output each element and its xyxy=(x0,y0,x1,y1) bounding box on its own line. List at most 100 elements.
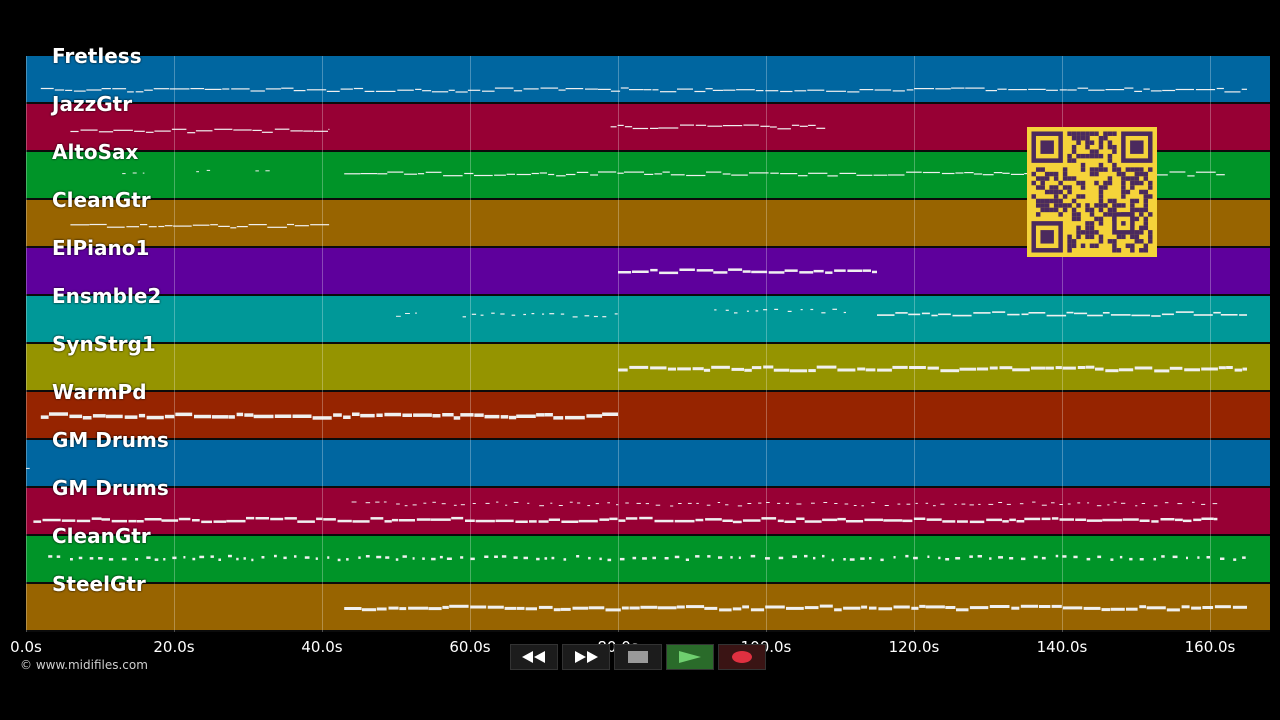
note xyxy=(1212,503,1218,505)
note xyxy=(558,505,563,506)
track-lane[interactable]: Ensmble2 xyxy=(26,284,1270,344)
note xyxy=(455,91,468,93)
note xyxy=(549,313,555,315)
note xyxy=(1234,368,1243,372)
note xyxy=(78,556,83,560)
note xyxy=(997,88,1007,90)
note xyxy=(1161,313,1174,316)
note xyxy=(135,91,144,93)
track-lane[interactable]: SynStrg1 xyxy=(26,332,1270,392)
note xyxy=(1010,173,1024,175)
note xyxy=(893,556,896,559)
note xyxy=(706,504,711,506)
note xyxy=(877,314,895,316)
track-lane[interactable]: SteelGtr xyxy=(26,572,1270,632)
note xyxy=(252,129,262,131)
note xyxy=(360,413,375,418)
note xyxy=(1020,604,1039,608)
track-lane[interactable]: Fretless xyxy=(26,44,1270,104)
note xyxy=(625,502,629,504)
record-button[interactable] xyxy=(718,644,766,670)
note xyxy=(883,519,903,522)
play-button[interactable] xyxy=(666,644,714,670)
note xyxy=(732,607,742,611)
rewind-button[interactable] xyxy=(510,644,558,670)
note xyxy=(425,171,442,173)
note xyxy=(460,413,474,417)
note xyxy=(1175,311,1194,313)
note xyxy=(261,556,265,559)
note xyxy=(1161,555,1165,558)
note xyxy=(1097,555,1102,559)
note xyxy=(1143,88,1150,90)
transport-controls xyxy=(510,644,770,670)
note xyxy=(1154,369,1170,373)
note xyxy=(1184,368,1200,372)
note xyxy=(1186,556,1188,560)
note xyxy=(314,130,328,132)
note xyxy=(624,171,644,173)
note xyxy=(989,366,998,370)
note xyxy=(1102,312,1110,314)
note xyxy=(705,88,713,90)
track-notes xyxy=(26,467,30,469)
note xyxy=(1062,555,1067,558)
note xyxy=(717,502,721,503)
note xyxy=(449,604,469,608)
note xyxy=(808,172,828,174)
track-lane[interactable]: GM Drums xyxy=(26,428,1270,488)
note xyxy=(370,517,384,520)
note xyxy=(893,605,910,609)
note xyxy=(364,90,375,92)
note xyxy=(523,88,539,90)
note xyxy=(1241,88,1247,90)
note xyxy=(1002,520,1009,523)
note xyxy=(713,271,728,274)
note xyxy=(142,172,145,174)
track-lane[interactable]: WarmPd xyxy=(26,380,1270,440)
note xyxy=(774,308,779,310)
note xyxy=(938,313,951,316)
note xyxy=(494,555,498,558)
note xyxy=(957,520,968,523)
note xyxy=(632,270,649,273)
note xyxy=(1032,501,1036,503)
note xyxy=(484,414,500,419)
note xyxy=(210,555,214,558)
note xyxy=(938,556,941,560)
note xyxy=(550,502,553,504)
note xyxy=(306,89,327,91)
note xyxy=(261,131,273,133)
note xyxy=(251,558,254,562)
stop-button[interactable] xyxy=(614,644,662,670)
note xyxy=(326,90,340,92)
note xyxy=(834,269,846,272)
note xyxy=(1110,607,1125,611)
note xyxy=(1139,519,1150,522)
note xyxy=(199,555,205,559)
note xyxy=(925,502,929,504)
note xyxy=(431,91,449,93)
fast-forward-button[interactable] xyxy=(562,644,610,670)
track-lane[interactable]: CleanGtr xyxy=(26,524,1270,584)
track-lane[interactable]: GM Drums xyxy=(26,476,1270,536)
note xyxy=(755,90,764,92)
note xyxy=(213,520,227,523)
note xyxy=(860,557,865,560)
note xyxy=(1135,505,1138,507)
track-lane[interactable]: ElPiano1 xyxy=(26,236,1270,296)
note xyxy=(124,415,138,419)
note xyxy=(536,557,540,561)
note xyxy=(617,124,624,126)
note xyxy=(1201,517,1214,520)
note xyxy=(618,271,632,274)
note xyxy=(337,519,352,523)
note xyxy=(487,605,504,609)
note xyxy=(1059,89,1067,91)
note xyxy=(40,87,54,90)
note xyxy=(122,173,126,175)
note xyxy=(553,416,564,420)
note xyxy=(993,172,1003,174)
note xyxy=(607,502,610,504)
note xyxy=(906,503,911,505)
